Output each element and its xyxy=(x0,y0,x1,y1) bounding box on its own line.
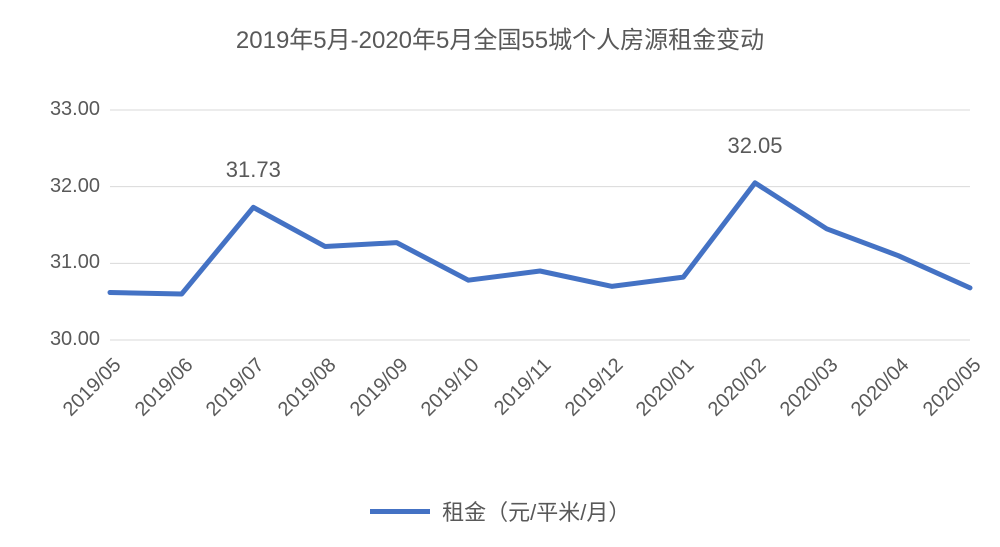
chart-legend: 租金（元/平米/月） xyxy=(0,495,1000,527)
y-tick-label: 32.00 xyxy=(50,175,100,198)
chart-svg xyxy=(0,0,1000,547)
data-point-label: 32.05 xyxy=(727,133,782,159)
legend-text: 租金（元/平米/月） xyxy=(442,495,630,527)
data-point-label: 31.73 xyxy=(226,157,281,183)
y-tick-label: 31.00 xyxy=(50,251,100,274)
legend-line-icon xyxy=(370,509,430,514)
y-tick-label: 33.00 xyxy=(50,98,100,121)
line-chart: 2019年5月-2020年5月全国55城个人房源租金变动 30.0031.003… xyxy=(0,0,1000,547)
y-tick-label: 30.00 xyxy=(50,328,100,351)
